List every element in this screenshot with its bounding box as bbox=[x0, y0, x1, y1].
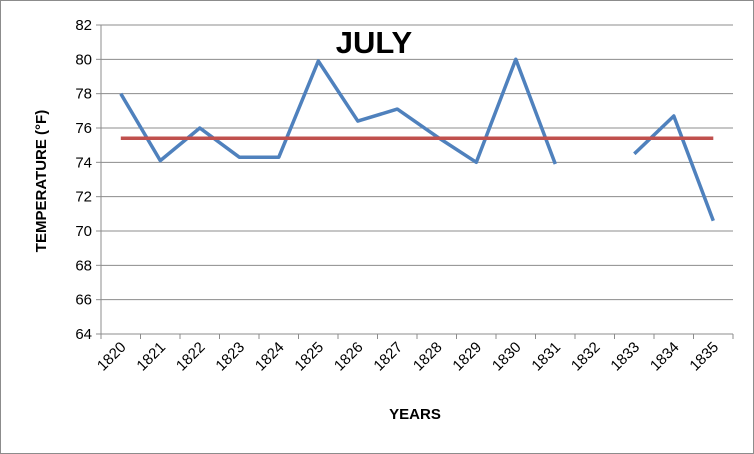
y-tick-label: 66 bbox=[75, 292, 92, 309]
x-tick-label: 1829 bbox=[449, 339, 485, 375]
x-tick-label: 1834 bbox=[647, 339, 683, 375]
y-axis-title: TEMPERATURE (°F) bbox=[33, 110, 50, 252]
x-tick-label: 1822 bbox=[173, 339, 209, 375]
y-tick-label: 82 bbox=[75, 17, 92, 34]
x-tick-label: 1831 bbox=[528, 339, 564, 375]
x-tick-label: 1830 bbox=[489, 339, 525, 375]
temperature-series-line bbox=[633, 114, 715, 222]
x-tick-label: 1828 bbox=[410, 339, 446, 375]
y-tick-label: 80 bbox=[75, 51, 92, 68]
y-tick-label: 78 bbox=[75, 86, 92, 103]
x-axis-ticks: 1820 1821 1822 1823 1824 1825 1826 1827 1828 1829… bbox=[94, 339, 722, 375]
y-tick-label: 72 bbox=[75, 189, 92, 206]
y-tick-label: 70 bbox=[75, 223, 92, 240]
x-tick-label: 1820 bbox=[94, 339, 130, 375]
x-axis-title: YEARS bbox=[389, 406, 441, 423]
y-tick-label: 76 bbox=[75, 120, 92, 137]
x-tick-label: 1826 bbox=[331, 339, 367, 375]
chart-title: JULY bbox=[336, 25, 413, 60]
temperature-series-line bbox=[119, 57, 557, 165]
x-tick-label: 1824 bbox=[252, 339, 288, 375]
grid-lines bbox=[96, 24, 734, 339]
x-tick-label: 1825 bbox=[291, 339, 327, 375]
series-layer bbox=[119, 57, 715, 222]
x-tick-label: 1832 bbox=[568, 339, 604, 375]
x-tick-label: 1835 bbox=[686, 339, 722, 375]
y-tick-label: 64 bbox=[75, 326, 92, 343]
y-tick-label: 74 bbox=[75, 154, 92, 171]
x-tick-label: 1821 bbox=[133, 339, 169, 375]
y-tick-label: 68 bbox=[75, 257, 92, 274]
x-tick-label: 1827 bbox=[370, 339, 406, 375]
x-tick-label: 1833 bbox=[607, 339, 643, 375]
x-tick-label: 1823 bbox=[212, 339, 248, 375]
y-axis-ticks: 64 66 68 70 72 74 76 78 80 82 bbox=[75, 17, 92, 343]
